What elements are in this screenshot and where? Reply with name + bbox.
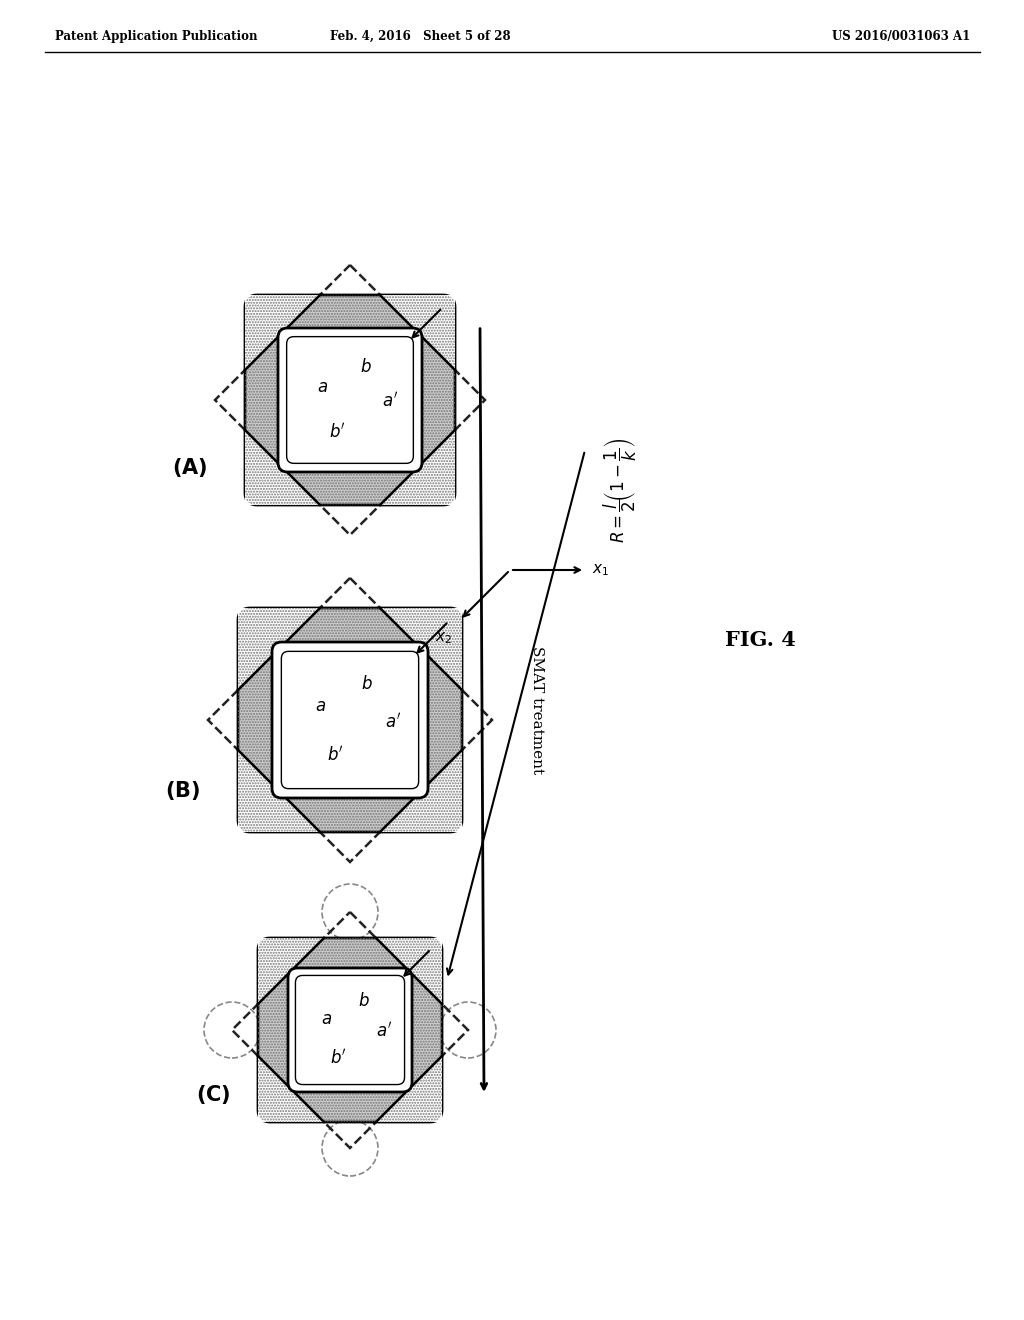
Polygon shape — [245, 430, 319, 506]
Text: $x_1$: $x_1$ — [592, 562, 609, 578]
FancyBboxPatch shape — [288, 968, 412, 1092]
Text: $a'$: $a'$ — [382, 392, 397, 411]
Text: $b'$: $b'$ — [328, 746, 344, 764]
Polygon shape — [258, 939, 324, 1005]
Polygon shape — [380, 750, 462, 832]
Text: $b'$: $b'$ — [331, 1048, 347, 1068]
Polygon shape — [380, 294, 455, 370]
Polygon shape — [380, 609, 462, 690]
Text: $a'$: $a'$ — [385, 711, 401, 731]
Text: $x_2$: $x_2$ — [435, 630, 452, 645]
FancyBboxPatch shape — [258, 939, 442, 1122]
FancyBboxPatch shape — [245, 294, 455, 506]
FancyBboxPatch shape — [278, 327, 422, 473]
Polygon shape — [238, 750, 319, 832]
Polygon shape — [376, 939, 442, 1005]
FancyBboxPatch shape — [272, 642, 428, 799]
FancyBboxPatch shape — [238, 609, 462, 832]
Text: $\mathbf{(A)}$: $\mathbf{(A)}$ — [172, 455, 208, 479]
Text: $b$: $b$ — [361, 675, 373, 693]
Text: SMAT treatment: SMAT treatment — [530, 647, 544, 775]
Text: $\mathbf{(C)}$: $\mathbf{(C)}$ — [196, 1084, 230, 1106]
Text: $b$: $b$ — [360, 358, 372, 376]
Text: $R=\dfrac{l}{2}\!\left(1-\dfrac{1}{k}\right)$: $R=\dfrac{l}{2}\!\left(1-\dfrac{1}{k}\ri… — [601, 437, 639, 543]
Polygon shape — [376, 1056, 442, 1122]
Text: FIG. 4: FIG. 4 — [725, 630, 796, 649]
Text: Feb. 4, 2016   Sheet 5 of 28: Feb. 4, 2016 Sheet 5 of 28 — [330, 30, 510, 44]
Polygon shape — [380, 430, 455, 506]
Polygon shape — [258, 1056, 324, 1122]
Text: $b$: $b$ — [357, 993, 370, 1011]
Text: $a$: $a$ — [314, 697, 326, 715]
Text: $b'$: $b'$ — [329, 422, 345, 442]
Text: $\mathbf{(B)}$: $\mathbf{(B)}$ — [166, 780, 201, 803]
Text: US 2016/0031063 A1: US 2016/0031063 A1 — [831, 30, 970, 44]
Polygon shape — [238, 609, 319, 690]
Text: $a$: $a$ — [317, 378, 328, 396]
Text: Patent Application Publication: Patent Application Publication — [55, 30, 257, 44]
Text: $a'$: $a'$ — [376, 1022, 392, 1040]
Text: $a$: $a$ — [321, 1010, 332, 1028]
Polygon shape — [245, 294, 319, 370]
